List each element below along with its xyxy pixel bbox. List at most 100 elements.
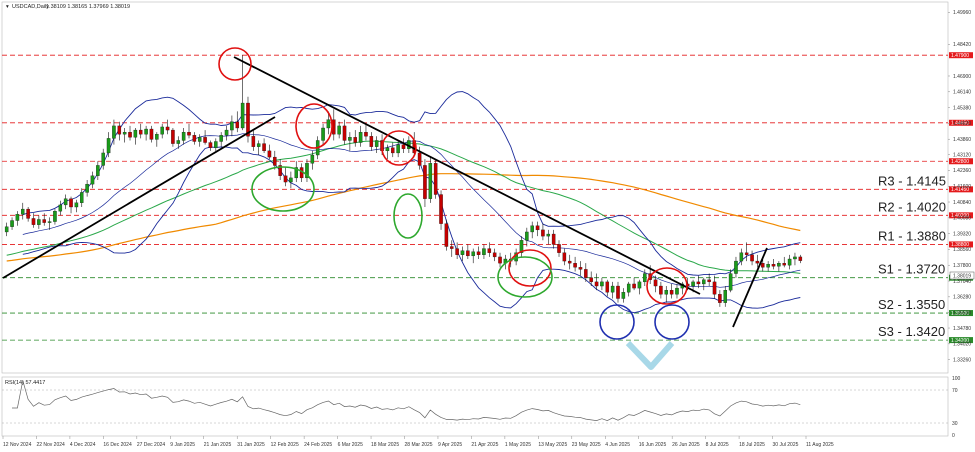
bullish-candle-body (793, 256, 797, 260)
candle (283, 167, 288, 187)
bullish-candle-body (626, 283, 631, 293)
candle (133, 127, 138, 145)
bearish-candle-body (551, 233, 556, 245)
candle (675, 283, 679, 299)
double-bottom-arrow (625, 340, 675, 370)
bullish-candle-body (58, 204, 63, 212)
candle (385, 144, 390, 160)
candle (487, 242, 492, 257)
uptrend-line-1 (2, 116, 276, 279)
price-tick-label: 1.34020 (953, 342, 971, 348)
candle (637, 279, 642, 295)
candle (251, 130, 256, 151)
bearish-candle-body (761, 263, 765, 268)
time-tick-label: 8 Jul 2025 (706, 442, 729, 448)
price-tick-label: 1.38560 (953, 247, 971, 253)
candle (428, 157, 433, 203)
candle (750, 250, 754, 266)
candle (278, 159, 282, 180)
chart-header-arrow: ▾ (6, 4, 9, 10)
double-bottom-circle (599, 304, 635, 340)
candle (723, 286, 728, 307)
time-tick-label: 23 May 2025 (572, 442, 601, 448)
candle (712, 275, 717, 299)
candle (353, 130, 357, 147)
price-tick-label: 1.49960 (953, 10, 971, 16)
time-tick-label: 13 May 2025 (538, 442, 567, 448)
price-tick-label: 1.42360 (953, 168, 971, 174)
rsi-tick-0: 0 (952, 433, 955, 439)
bollinger-upper-band (22, 91, 801, 276)
resistance-level-tag-text: 1.38800 (951, 242, 969, 248)
bearish-candle-body (246, 102, 250, 137)
time-tick-label: 22 Nov 2024 (36, 442, 65, 448)
bullish-candle-body (600, 281, 604, 287)
candle (702, 277, 706, 291)
resistance-level-tag (949, 158, 973, 165)
bullish-candle-body (106, 138, 111, 154)
candle (761, 258, 765, 272)
candle (541, 223, 545, 241)
candle (492, 248, 497, 262)
candle (535, 221, 540, 237)
candle (58, 200, 63, 216)
candle (471, 248, 475, 264)
candle (128, 125, 132, 141)
swing-high-circle (646, 267, 688, 305)
bearish-candle-body (423, 165, 427, 199)
candle (187, 123, 191, 139)
price-panel-frame (1, 1, 949, 374)
resistance-level-tag-text: 1.44650 (951, 121, 969, 127)
time-tick-label: 21 Jan 2025 (204, 442, 232, 448)
candle (455, 242, 459, 259)
candle (423, 159, 427, 208)
candle (74, 199, 79, 213)
price-tick-label: 1.46140 (953, 90, 971, 96)
candle (181, 127, 186, 145)
candle (122, 127, 127, 143)
candle (197, 134, 202, 147)
candle (364, 123, 368, 141)
candle (358, 125, 363, 147)
candle (444, 219, 449, 251)
candle (155, 132, 159, 147)
candle (149, 125, 154, 143)
candle (246, 96, 250, 143)
bearish-candle-body (567, 260, 572, 264)
candle (396, 140, 400, 158)
candle (294, 161, 299, 183)
candle (165, 119, 170, 135)
bullish-candle-body (240, 102, 245, 129)
bearish-candle-body (171, 129, 175, 144)
bullish-candle-body (289, 177, 293, 183)
candle (718, 290, 722, 307)
bearish-candle-body (492, 252, 497, 258)
price-tick-label: 1.37040 (953, 279, 971, 285)
price-tick-label: 1.39320 (953, 231, 971, 237)
bullish-candle-body (739, 252, 744, 262)
time-tick-label: 21 Apr 2025 (471, 442, 498, 448)
resistance-level-label: R3 - 1.4145 (878, 173, 946, 188)
chart-symbol: USDCAD,Daily (12, 4, 49, 10)
bollinger-middle-band (22, 133, 801, 288)
bullish-candle-body (10, 220, 14, 227)
bearish-candle-body (278, 165, 282, 176)
time-tick-label: 24 Feb 2025 (304, 442, 332, 448)
bullish-candle-body (37, 219, 41, 225)
bullish-candle-body (256, 143, 261, 147)
bearish-candle-body (433, 163, 438, 195)
candle (256, 140, 261, 156)
candle (562, 248, 567, 266)
swing-high-circle (218, 47, 252, 81)
bearish-candle-body (251, 136, 256, 147)
support-level-tag-text: 1.35500 (951, 311, 969, 317)
bearish-candle-body (353, 137, 357, 143)
time-tick-label: 4 Dec 2024 (70, 442, 96, 448)
bearish-candle-body (273, 156, 277, 166)
candle (584, 263, 588, 282)
candle (47, 217, 52, 230)
bullish-candle-body (160, 126, 164, 135)
candle (610, 281, 615, 299)
bearish-candle-body (42, 219, 46, 223)
